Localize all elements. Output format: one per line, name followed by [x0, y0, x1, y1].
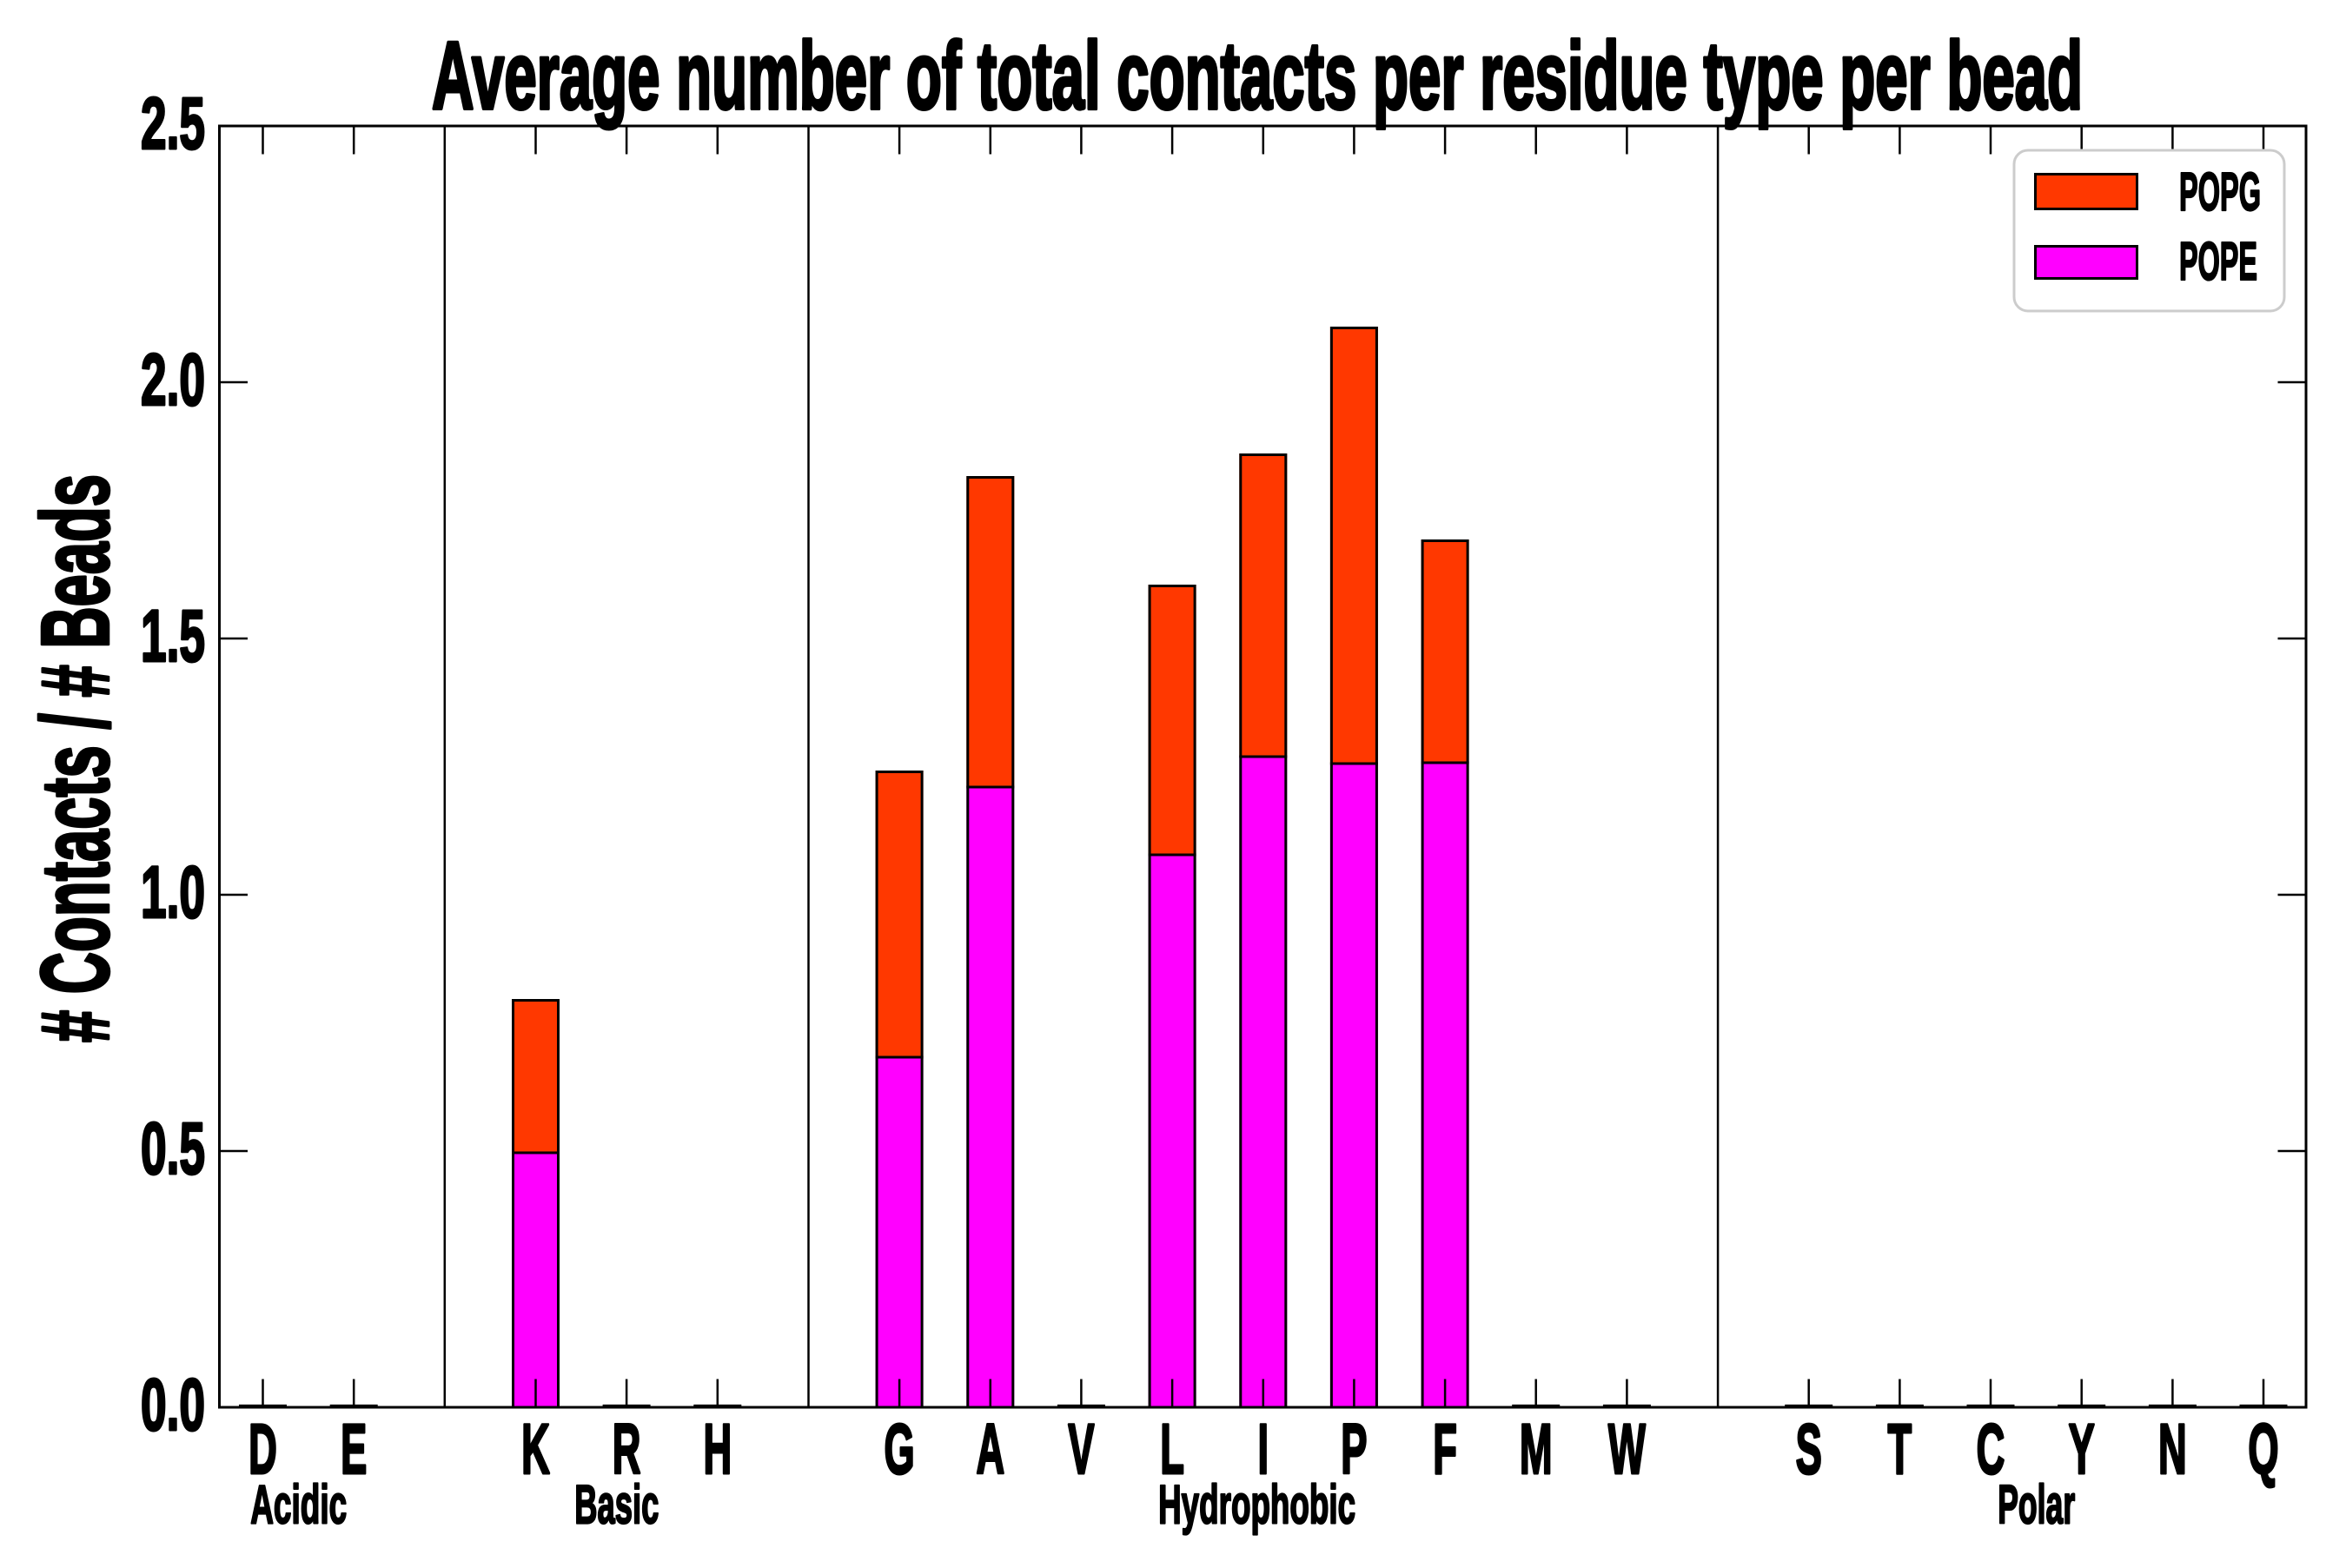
svg-text:1.0: 1.0 [141, 851, 205, 933]
svg-text:# Contacts / # Beads: # Contacts / # Beads [23, 474, 129, 1042]
svg-text:D: D [249, 1410, 277, 1489]
svg-text:Polar: Polar [1998, 1475, 2075, 1536]
svg-text:I: I [1258, 1410, 1269, 1489]
svg-text:1.5: 1.5 [141, 595, 205, 677]
svg-text:T: T [1888, 1410, 1912, 1489]
svg-text:2.0: 2.0 [141, 339, 205, 420]
svg-text:Average number of total contac: Average number of total contacts per res… [432, 23, 2083, 129]
svg-text:P: P [1341, 1410, 1367, 1489]
svg-text:Acidic: Acidic [250, 1475, 347, 1536]
svg-text:L: L [1160, 1410, 1184, 1489]
svg-text:Hydrophobic: Hydrophobic [1158, 1475, 1355, 1536]
svg-text:2.5: 2.5 [141, 83, 205, 164]
svg-text:W: W [1608, 1410, 1646, 1489]
svg-text:Y: Y [2069, 1410, 2095, 1489]
svg-text:G: G [885, 1410, 915, 1489]
svg-text:N: N [2158, 1410, 2187, 1489]
svg-text:Basic: Basic [574, 1475, 659, 1536]
svg-text:A: A [976, 1410, 1004, 1489]
svg-text:K: K [521, 1410, 550, 1489]
svg-text:E: E [341, 1410, 367, 1489]
svg-text:C: C [1977, 1410, 2005, 1489]
svg-text:M: M [1520, 1410, 1553, 1489]
svg-text:POPE: POPE [2179, 232, 2257, 292]
svg-text:0.0: 0.0 [141, 1364, 205, 1446]
svg-text:R: R [613, 1410, 641, 1489]
svg-text:F: F [1433, 1410, 1457, 1489]
svg-text:Q: Q [2248, 1410, 2278, 1489]
svg-text:V: V [1068, 1410, 1094, 1489]
svg-text:0.5: 0.5 [141, 1108, 205, 1189]
svg-text:POPG: POPG [2179, 162, 2261, 222]
svg-text:H: H [703, 1410, 732, 1489]
svg-text:S: S [1796, 1410, 1822, 1489]
